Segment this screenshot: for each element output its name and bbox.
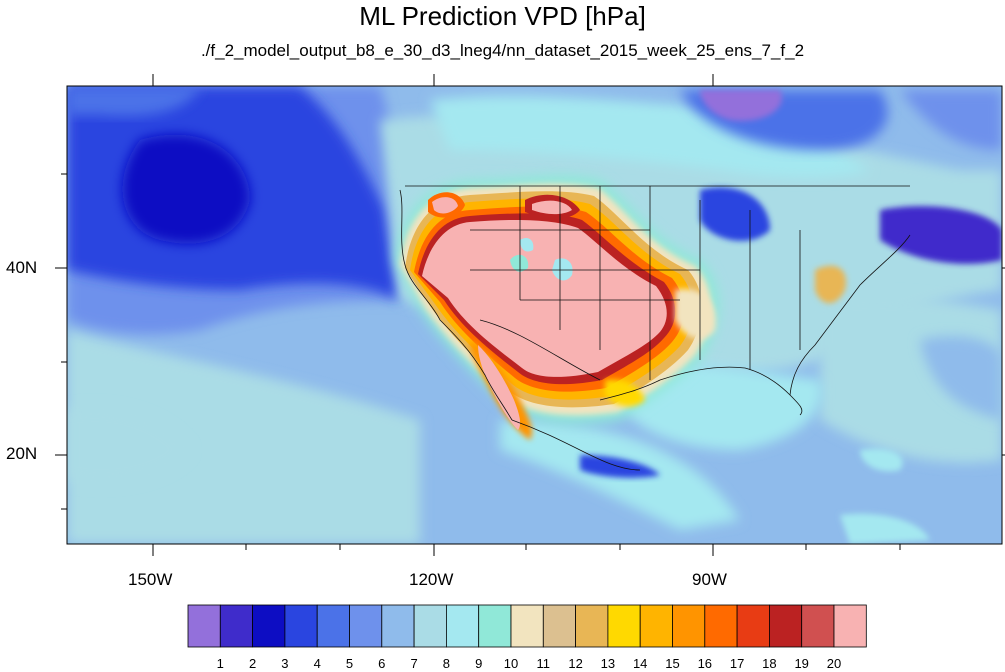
colorbar-tick-label: 12 [568,656,583,671]
colorbar-swatch [639,604,673,648]
colorbar-swatch [575,604,609,648]
colorbar-swatch [284,604,318,648]
colorbar-tick-label: 11 [536,656,551,671]
colorbar-swatch [801,604,835,648]
colorbar-tick-label: 18 [762,656,777,671]
colorbar-tick-label: 19 [794,656,809,671]
colorbar-swatch [445,604,480,648]
colorbar-tick-label: 2 [248,656,257,671]
colorbar-swatch [736,604,770,648]
colorbar-swatch [349,604,383,648]
colorbar-tick-label: 14 [632,656,648,671]
lon-label-90w: 90W [692,570,727,589]
colorbar-swatch [833,604,867,648]
colorbar-tick-label: 13 [600,656,616,671]
colorbar-tick-label: 8 [442,656,450,671]
map-title: ML Prediction VPD [hPa] [359,1,646,31]
lon-label-120w: 120W [409,570,454,589]
colorbar-swatch [607,604,641,648]
colorbar-swatch [672,604,706,648]
colorbar-swatch [704,604,738,648]
colorbar-tick-label: 10 [503,656,519,671]
axis-ticks [55,74,1005,556]
colorbar-tick-label: 5 [345,656,354,671]
colorbar-swatch [316,604,350,648]
map-subtitle: ./f_2_model_output_b8_e_30_d3_lneg4/nn_d… [200,41,805,60]
colorbar-swatch [381,604,415,648]
colorbar-swatch [219,604,254,648]
colorbar-tick-label: 7 [410,656,418,671]
colorbar-tick-label: 9 [475,656,483,671]
colorbar-tick-label: 20 [826,656,842,671]
colorbar-tick-label: 3 [281,656,289,671]
colorbar-swatch [252,604,286,648]
colorbar-swatch [510,604,544,648]
colorbar-tick-label: 1 [216,656,224,671]
coastlines [399,185,911,471]
colorbar-tick-label: 16 [697,656,713,671]
colorbar-tick-label: 4 [313,656,321,671]
map-field [67,86,1002,544]
lat-label-20n: 20N [6,444,38,463]
map-frame [66,85,1003,545]
colorbar-tick-label: 6 [378,656,386,671]
colorbar-swatch [413,604,447,648]
colorbar-swatch [769,604,803,648]
colorbar-tick-label: 15 [665,656,680,671]
colorbar-tick-label: 17 [729,656,745,671]
colorbar-swatch [542,604,576,648]
colorbar-swatch [187,604,221,648]
lat-label-40n: 40N [6,258,38,277]
colorbar-swatch [478,604,512,648]
colorbar [187,604,867,648]
lon-label-150w: 150W [128,570,173,589]
